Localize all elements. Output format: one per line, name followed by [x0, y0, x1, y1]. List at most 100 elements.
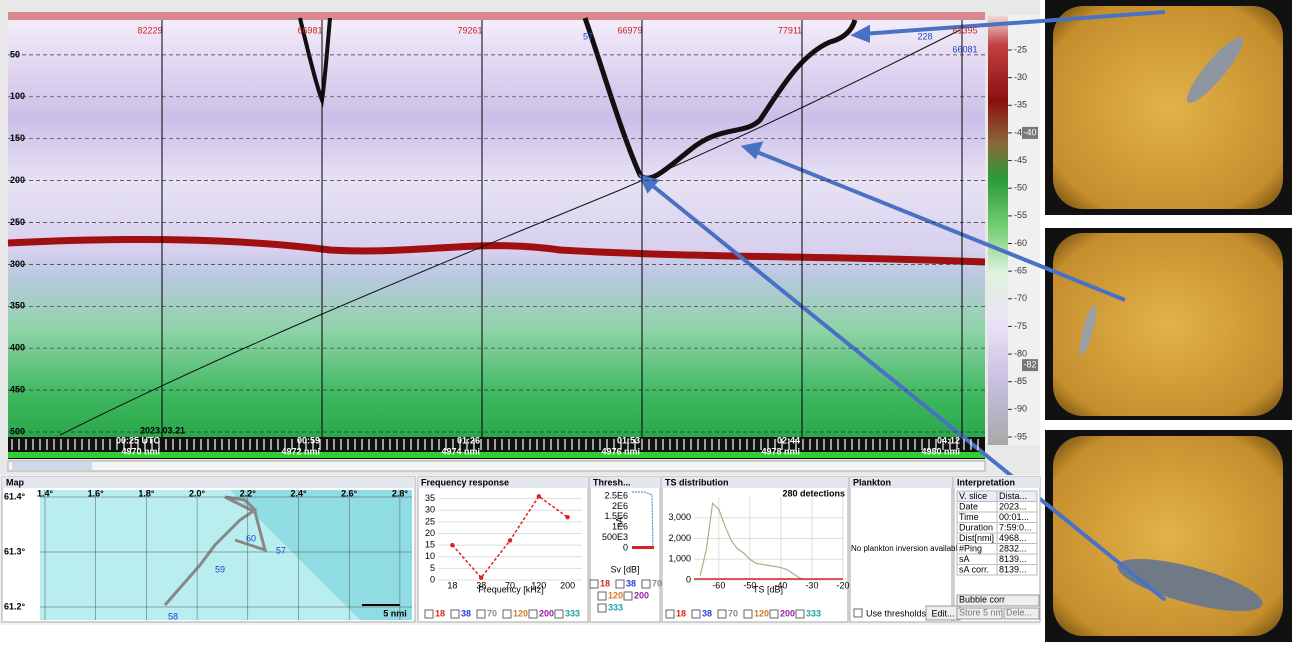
channel-label[interactable]: 70 [652, 578, 662, 588]
table-text: 00:01... [999, 512, 1029, 522]
lon-label: 1.6° [88, 488, 105, 498]
scale-label: -50 [1014, 183, 1027, 193]
channel-checkbox[interactable] [743, 609, 753, 619]
channel-label[interactable]: 38 [461, 608, 471, 618]
surface-line [8, 12, 985, 20]
scale-label: -85 [1014, 376, 1027, 386]
y-tick-label: 1.5E6 [604, 511, 628, 521]
scale-marker [1022, 126, 1038, 139]
channel-label[interactable]: 200 [780, 608, 795, 618]
channel-label[interactable]: 120 [608, 590, 623, 600]
channel-checkbox[interactable] [795, 609, 805, 619]
channel-checkbox[interactable] [476, 609, 486, 619]
channel-checkbox[interactable] [769, 609, 779, 619]
depth-label: 150 [10, 133, 25, 143]
threshold-bar [632, 546, 654, 549]
channel-label[interactable]: 38 [702, 608, 712, 618]
channel-label[interactable]: 38 [626, 578, 636, 588]
plankton-panel [849, 476, 953, 623]
y-axis-label: sA [614, 517, 624, 528]
button-label[interactable]: Dele... [1006, 607, 1032, 617]
channel-checkbox[interactable] [717, 609, 727, 619]
y-tick-label: 2E6 [612, 501, 628, 511]
channel-label[interactable]: 18 [676, 608, 686, 618]
table-text: Time [959, 512, 979, 522]
scale-label: -70 [1014, 293, 1027, 303]
echogram [8, 12, 985, 437]
channel-checkbox[interactable] [589, 579, 599, 589]
button-label[interactable]: Store 5 nmi [959, 607, 1005, 617]
checkbox[interactable] [853, 608, 863, 618]
marker-distance: 4976 nmi [601, 446, 640, 456]
channel-checkbox[interactable] [597, 603, 607, 613]
depth-label: 350 [10, 301, 25, 311]
scroll-thumb[interactable] [12, 462, 92, 470]
lon-label: 2.6° [341, 488, 358, 498]
button[interactable] [956, 607, 1003, 620]
table-text: #Ping [959, 543, 982, 553]
table-text: 4968... [999, 533, 1027, 543]
table-text: Dist[nmi] [959, 533, 994, 543]
top-label: 66981 [297, 25, 322, 35]
channel-label[interactable]: 333 [565, 608, 580, 618]
checkbox-label[interactable]: Use thresholds [866, 608, 927, 618]
lat-label: 61.2° [4, 601, 26, 611]
scrollbar[interactable] [7, 460, 986, 472]
panel-title: Map [6, 477, 25, 487]
x-tick-label: 38 [476, 580, 486, 590]
scale-label: -30 [1014, 72, 1027, 82]
fish-track [582, 17, 858, 181]
channel-label[interactable]: 200 [634, 590, 649, 600]
photo [1053, 6, 1283, 209]
button[interactable] [956, 594, 1040, 607]
button[interactable] [1003, 607, 1040, 620]
x-tick-label: 18 [447, 580, 457, 590]
y-tick-label: 10 [425, 551, 435, 561]
marker-distance: 4980 nmi [921, 446, 960, 456]
channel-checkbox[interactable] [424, 609, 434, 619]
arrow [646, 180, 1167, 602]
table-text: 8139... [999, 554, 1027, 564]
channel-checkbox[interactable] [597, 591, 607, 601]
channel-checkbox[interactable] [615, 579, 625, 589]
channel-label[interactable]: 70 [728, 608, 738, 618]
y-tick-label: 2,000 [668, 533, 691, 543]
channel-checkbox[interactable] [691, 609, 701, 619]
scale-label: -35 [1014, 100, 1027, 110]
button-label[interactable]: Bubble corr [959, 594, 1005, 604]
channel-label[interactable]: 333 [806, 608, 821, 618]
channel-label[interactable]: 18 [435, 608, 445, 618]
channel-label[interactable]: 70 [487, 608, 497, 618]
fish [1117, 558, 1263, 612]
scale-label: -95 [1014, 431, 1027, 441]
button-label[interactable]: Edit... [931, 608, 954, 618]
channel-checkbox[interactable] [554, 609, 564, 619]
top-label: 57 [583, 31, 593, 41]
channel-checkbox[interactable] [623, 591, 633, 601]
x-tick-label: -30 [805, 580, 818, 590]
y-tick-label: 30 [425, 505, 435, 515]
top-label: 61395 [952, 25, 977, 35]
channel-label[interactable]: 18 [600, 578, 610, 588]
scale-label: -80 [1014, 348, 1027, 358]
marker-distance: 4970 nmi [121, 446, 160, 456]
channel-checkbox[interactable] [665, 609, 675, 619]
top-label: 79261 [457, 25, 482, 35]
y-tick-label: 0 [623, 542, 628, 552]
channel-checkbox[interactable] [528, 609, 538, 619]
channel-label[interactable]: 120 [513, 608, 528, 618]
channel-label[interactable]: 333 [608, 602, 623, 612]
waypoint-label: 60 [246, 533, 256, 543]
channel-label[interactable]: 200 [539, 608, 554, 618]
depth-label: 100 [10, 91, 25, 101]
channel-checkbox[interactable] [502, 609, 512, 619]
fish [1079, 304, 1097, 356]
channel-checkbox[interactable] [450, 609, 460, 619]
channel-label[interactable]: 120 [754, 608, 769, 618]
response-point [479, 575, 484, 580]
plankton-message: No plankton inversion available [851, 544, 962, 553]
depth-label: 50 [10, 49, 20, 59]
channel-checkbox[interactable] [641, 579, 651, 589]
depth-label: 250 [10, 217, 25, 227]
